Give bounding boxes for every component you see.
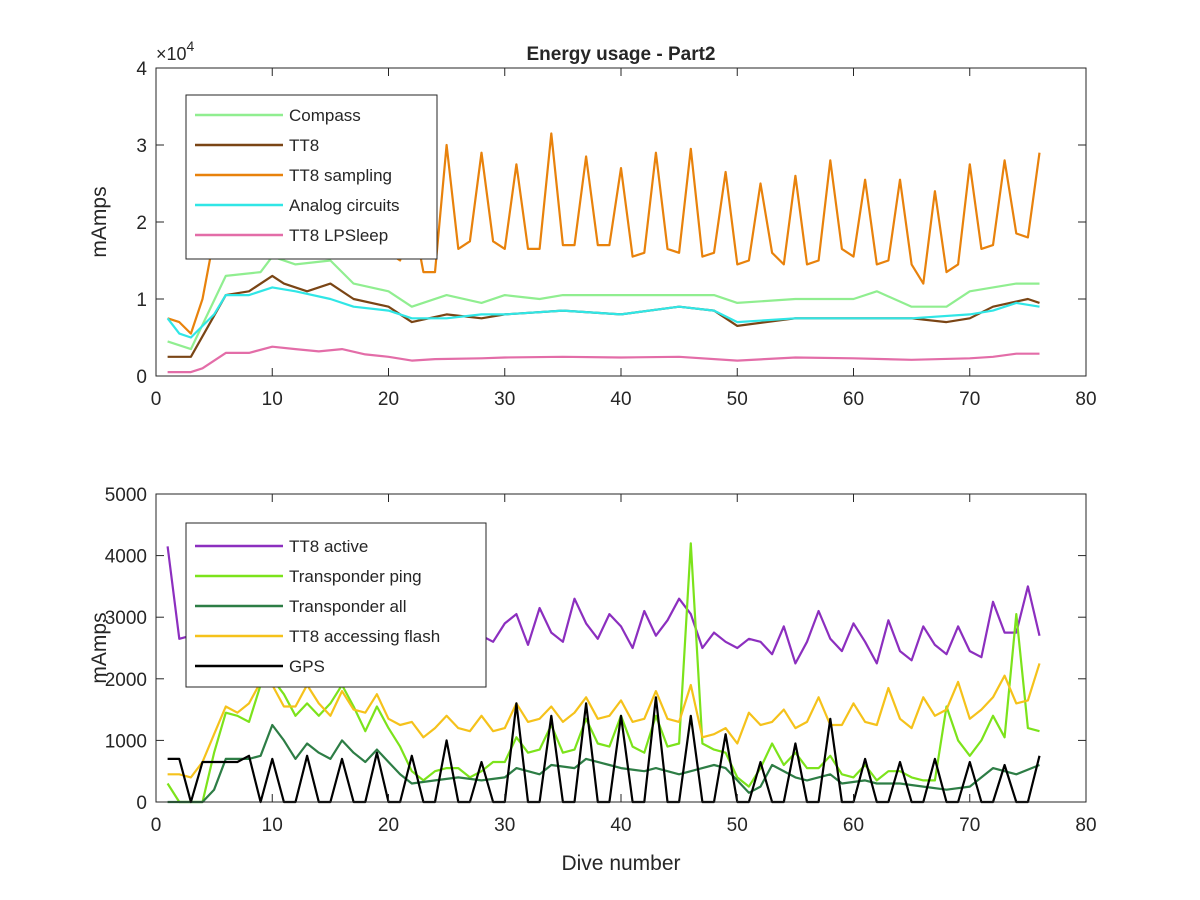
bottom-y-tick-label: 1000 [105, 731, 147, 752]
bottom-legend-label-gps: GPS [289, 657, 325, 676]
top-x-tick-label: 80 [1075, 389, 1096, 410]
top-legend-label-tt8-sampling: TT8 sampling [289, 166, 392, 185]
top-series-tt8-lpsleep-line [167, 345, 1040, 374]
top-y-tick-label: 0 [136, 367, 147, 388]
bottom-y-tick-label: 5000 [105, 485, 147, 506]
bottom-x-tick-label: 40 [610, 815, 631, 836]
top-x-tick-label: 30 [494, 389, 515, 410]
bottom-ticks-layer: 0 10 20 30 40 50 60 70 80 0 1000 2000 3000 4000 5000 [105, 485, 1097, 836]
bottom-y-tick-label: 3000 [105, 608, 147, 629]
top-x-tick-label: 10 [262, 389, 283, 410]
top-ticks-layer: 0 10 20 30 40 50 60 70 80 0 1 2 3 4 [136, 59, 1096, 410]
top-x-tick-label: 70 [959, 389, 980, 410]
top-series-compass-line [167, 255, 1040, 351]
bottom-x-tick-label: 20 [378, 815, 399, 836]
top-y-tick-label: 4 [136, 59, 147, 80]
top-y-tick-label: 1 [136, 290, 147, 311]
bottom-x-axis-label: Dive number [561, 852, 680, 875]
top-y-exponent-base: ×10 [156, 44, 187, 64]
bottom-y-tick-label: 0 [136, 793, 147, 814]
top-y-axis-label: mAmps [88, 186, 111, 257]
top-legend-label-tt8: TT8 [289, 136, 319, 155]
bottom-legend-label-tt8-active: TT8 active [289, 537, 368, 556]
top-legend-label-tt8-lpsleep: TT8 LPSleep [289, 226, 388, 245]
top-x-tick-label: 0 [151, 389, 162, 410]
bottom-x-tick-label: 60 [843, 815, 864, 836]
bottom-y-tick-label: 2000 [105, 670, 147, 691]
top-y-tick-label: 3 [136, 136, 147, 157]
top-x-tick-label: 20 [378, 389, 399, 410]
bottom-series-tt8-accessing-flash-line [167, 663, 1041, 779]
bottom-series-transponder-ping-line [166, 542, 1040, 804]
top-y-exponent-label: ×104 [156, 38, 195, 64]
top-legend-label-compass: Compass [289, 106, 361, 125]
bottom-y-axis-label: mAmps [88, 612, 111, 683]
top-legend-label-analog-circuits: Analog circuits [289, 196, 400, 215]
bottom-series-tt8-active-line [166, 546, 1041, 665]
bottom-x-tick-label: 80 [1075, 815, 1096, 836]
bottom-legend-label-tt8-accessing-flash: TT8 accessing flash [289, 627, 440, 646]
top-y-exponent-power: 4 [187, 38, 195, 54]
top-x-tick-label: 40 [610, 389, 631, 410]
bottom-series-transponder-all-line [167, 723, 1040, 804]
top-chart: 0 10 20 30 40 50 60 70 80 0 1 2 3 4 Energy usage - Pa… [88, 38, 1097, 410]
bottom-legend: TT8 active Transponder ping Transponder al… [185, 522, 487, 688]
bottom-legend-label-transponder-all: Transponder all [289, 597, 407, 616]
bottom-x-tick-label: 10 [262, 815, 283, 836]
top-legend-box [185, 94, 438, 260]
top-x-tick-label: 60 [843, 389, 864, 410]
bottom-x-tick-label: 0 [151, 815, 162, 836]
top-y-tick-label: 2 [136, 213, 147, 234]
bottom-x-tick-label: 70 [959, 815, 980, 836]
bottom-y-tick-label: 4000 [105, 547, 147, 568]
bottom-legend-label-transponder-ping: Transponder ping [289, 567, 422, 586]
bottom-x-tick-label: 50 [727, 815, 748, 836]
top-series-analog-circuits-line [166, 286, 1040, 339]
top-x-tick-label: 50 [727, 389, 748, 410]
top-chart-title: Energy usage - Part2 [526, 44, 715, 65]
top-legend: Compass TT8 TT8 sampling Analog circuits TT8… [185, 94, 438, 260]
bottom-x-tick-label: 30 [494, 815, 515, 836]
bottom-chart: 0 10 20 30 40 50 60 70 80 0 1000 2000 3000 4000 5000 m… [88, 485, 1097, 875]
top-series-layer [166, 132, 1041, 374]
